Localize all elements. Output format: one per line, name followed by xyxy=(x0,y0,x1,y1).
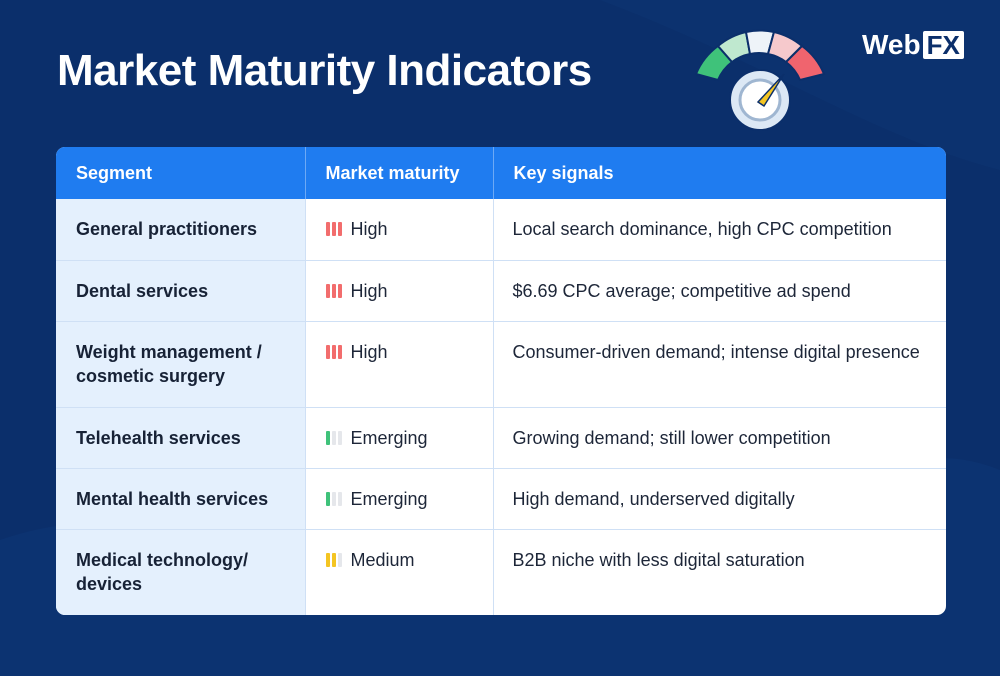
maturity-bars-icon xyxy=(325,552,342,567)
header-market-maturity: Market maturity xyxy=(305,147,494,199)
key-signals-cell: High demand, underserved digitally xyxy=(493,468,946,530)
maturity-bar xyxy=(337,491,342,506)
maturity-bar xyxy=(331,283,336,298)
maturity-bar xyxy=(337,222,342,236)
maturity-cell: High xyxy=(305,260,494,322)
segment-cell: General practitioners xyxy=(56,199,306,261)
maturity-cell: High xyxy=(305,321,494,408)
maturity-bar xyxy=(325,430,330,445)
maturity-bar xyxy=(325,344,330,359)
key-signals-cell: $6.69 CPC average; competitive ad spend xyxy=(493,260,946,322)
maturity-indicator: High xyxy=(325,217,473,241)
maturity-bars-icon xyxy=(325,430,342,445)
segment-cell: Medical technology/ devices xyxy=(56,529,306,615)
maturity-bar xyxy=(331,430,336,445)
maturity-indicator: High xyxy=(325,340,473,364)
maturity-bar xyxy=(337,430,342,445)
maturity-label: Emerging xyxy=(350,427,428,448)
table-row: Telehealth services Emerging Growing deman… xyxy=(56,407,946,469)
segment-cell: Mental health services xyxy=(56,468,306,530)
maturity-bar xyxy=(325,491,330,506)
logo-text: Web xyxy=(862,29,921,60)
maturity-table: Segment Market maturity Key signals Gene… xyxy=(56,147,946,615)
maturity-indicator: Emerging xyxy=(325,426,473,450)
maturity-bars-icon xyxy=(325,283,342,298)
segment-cell: Dental services xyxy=(56,260,306,322)
header-key-signals: Key signals xyxy=(493,147,946,199)
maturity-cell: Emerging xyxy=(305,407,494,469)
maturity-bar xyxy=(337,552,342,567)
maturity-bar xyxy=(325,222,330,236)
maturity-label: High xyxy=(350,280,388,301)
maturity-bar xyxy=(337,344,342,359)
maturity-bars-icon xyxy=(325,344,342,359)
maturity-cell: High xyxy=(305,199,494,261)
logo-badge: FX xyxy=(922,31,964,59)
key-signals-cell: Local search dominance, high CPC competi… xyxy=(493,199,946,261)
maturity-label: High xyxy=(350,219,388,239)
maturity-indicator: Emerging xyxy=(325,487,473,511)
maturity-cell: Medium xyxy=(305,529,494,615)
table-header-row: Segment Market maturity Key signals xyxy=(56,147,946,199)
maturity-bars-icon xyxy=(325,491,342,506)
table-row: Medical technology/ devices Medium B2B nic… xyxy=(56,529,946,615)
key-signals-cell: B2B niche with less digital saturation xyxy=(512,549,805,570)
maturity-bars-icon xyxy=(325,222,342,236)
maturity-bar xyxy=(325,552,330,567)
maturity-label: Emerging xyxy=(350,488,428,509)
maturity-label: Medium xyxy=(350,549,415,570)
key-signals-cell: Growing demand; still lower competition xyxy=(493,407,946,469)
maturity-indicator: Medium xyxy=(325,548,473,572)
maturity-bar xyxy=(331,491,336,506)
webfx-logo: Web FX xyxy=(862,29,964,60)
table-row: General practitioners High Local search do… xyxy=(56,199,946,261)
segment-cell: Weight management / cosmetic surgery xyxy=(56,321,306,408)
table-row: Dental services High $6.69 CPC average; co… xyxy=(56,260,946,322)
maturity-bar xyxy=(331,552,336,567)
header-segment: Segment xyxy=(56,147,306,199)
maturity-bar xyxy=(331,222,336,236)
maturity-bar xyxy=(337,283,342,298)
speedometer-gauge-icon xyxy=(694,29,826,131)
maturity-label: High xyxy=(350,341,388,362)
maturity-bar xyxy=(331,344,336,359)
page-title: Market Maturity Indicators xyxy=(57,46,592,95)
table-row: Mental health services Emerging High deman… xyxy=(56,468,946,530)
table-row: Weight management / cosmetic surgery High… xyxy=(56,321,946,408)
maturity-cell: Emerging xyxy=(305,468,494,530)
key-signals-cell: Consumer-driven demand; intense digital … xyxy=(493,321,946,408)
segment-cell: Telehealth services xyxy=(56,407,306,469)
maturity-indicator: High xyxy=(325,279,473,303)
maturity-bar xyxy=(325,283,330,298)
